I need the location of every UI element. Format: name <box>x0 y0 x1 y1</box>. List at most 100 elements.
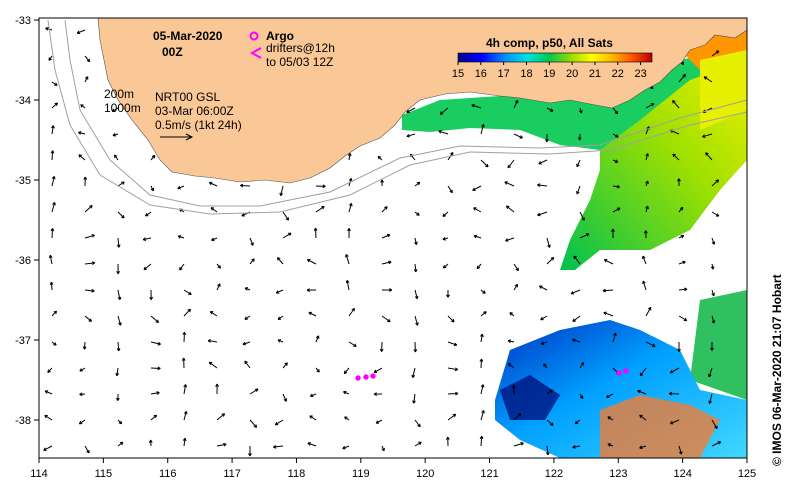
current-arrow <box>117 181 125 187</box>
current-arrow <box>602 288 614 293</box>
current-arrow <box>480 410 485 421</box>
current-arrow <box>576 185 581 195</box>
current-arrow <box>572 338 581 343</box>
current-arrow <box>572 445 581 449</box>
colorbar-tick-label: 19 <box>543 68 555 80</box>
current-arrow <box>603 259 614 265</box>
drifter-tracks <box>355 368 629 381</box>
current-arrow <box>545 445 550 456</box>
current-arrow <box>414 211 420 216</box>
colorbar-tick-label: 17 <box>498 68 510 80</box>
current-arrow <box>183 384 188 395</box>
analysis-product: NRT00 GSL <box>155 90 220 104</box>
imos-credit: © IMOS 06-Mar-2020 21:07 Hobart <box>770 274 784 466</box>
colorbar-title: 4h comp, p50, All Sats <box>486 36 613 50</box>
current-arrow <box>306 258 317 265</box>
current-arrow <box>414 237 418 245</box>
current-arrow <box>84 205 93 213</box>
current-arrow <box>143 263 152 271</box>
current-arrow <box>540 341 548 345</box>
contour-1000m <box>47 19 747 215</box>
current-arrow <box>572 315 581 323</box>
current-arrow <box>677 178 681 187</box>
current-arrow <box>711 179 720 187</box>
current-arrow <box>507 159 515 169</box>
current-arrow <box>669 419 680 425</box>
current-arrow <box>48 254 53 265</box>
current-arrow <box>645 103 655 109</box>
current-arrow <box>606 393 614 398</box>
current-arrow <box>480 289 486 294</box>
current-arrow <box>50 228 55 239</box>
current-arrow <box>84 288 95 293</box>
current-arrow <box>84 315 92 322</box>
current-arrow <box>639 445 647 450</box>
current-arrow <box>537 183 548 188</box>
current-arrow <box>480 384 485 395</box>
current-arrow <box>84 445 90 454</box>
current-arrow <box>345 254 350 265</box>
current-arrow <box>282 211 290 221</box>
drifters-to-label: to 05/03 12Z <box>266 55 333 69</box>
current-arrow <box>710 263 715 270</box>
current-arrow <box>150 315 160 323</box>
current-arrow <box>277 315 284 321</box>
current-arrow <box>471 103 482 109</box>
current-arrow <box>507 339 515 343</box>
current-arrow <box>249 237 254 246</box>
current-arrow <box>645 153 649 161</box>
lon-tick-label: 119 <box>352 468 370 480</box>
sst-patch-northeast-yellow <box>700 50 747 130</box>
current-arrow <box>678 287 688 292</box>
current-arrow <box>545 133 549 143</box>
colorbar-tick-label: 16 <box>475 68 487 80</box>
current-arrow <box>513 283 519 291</box>
current-arrow <box>639 414 647 421</box>
current-arrow <box>84 76 89 83</box>
current-arrow <box>480 311 487 317</box>
sst-patch-southeast-green <box>690 290 747 400</box>
lon-tick-label: 118 <box>288 468 306 480</box>
current-arrow <box>240 183 251 188</box>
current-arrow <box>677 341 681 352</box>
current-arrow <box>406 133 416 138</box>
current-arrow <box>244 360 251 369</box>
current-arrow <box>273 445 284 449</box>
current-arrow <box>50 150 55 161</box>
current-arrow <box>177 235 185 239</box>
current-arrow <box>84 55 91 63</box>
current-arrow <box>207 339 218 343</box>
colorbar-tick-label: 22 <box>612 68 624 80</box>
current-arrow <box>612 184 620 189</box>
drifters-label: drifters@12h <box>266 41 335 55</box>
current-arrow <box>577 133 582 141</box>
current-arrow <box>447 185 453 194</box>
current-arrow <box>678 315 688 322</box>
current-arrow <box>150 391 160 395</box>
current-arrow <box>315 335 320 343</box>
current-arrow <box>538 159 548 165</box>
current-arrow <box>116 341 121 352</box>
current-arrow <box>480 159 489 168</box>
current-arrow <box>150 414 158 421</box>
current-arrow <box>45 27 53 31</box>
current-arrow <box>80 104 86 109</box>
current-arrow <box>315 367 320 373</box>
current-arrow <box>472 185 482 191</box>
current-arrow <box>668 391 680 396</box>
current-arrow <box>438 130 449 135</box>
current-arrow <box>215 383 219 395</box>
current-arrow <box>381 315 391 323</box>
colorbar-ticks: 15 16 17 18 19 20 21 22 23 <box>452 62 647 80</box>
current-arrow <box>309 415 317 421</box>
current-arrow <box>708 393 713 404</box>
current-arrow <box>579 107 583 114</box>
sst-patch-south-deep <box>500 375 560 420</box>
current-arrow <box>179 263 185 271</box>
current-arrow <box>348 307 355 317</box>
current-arrow <box>345 279 350 291</box>
current-arrow <box>612 133 619 138</box>
colorbar-tick-label: 21 <box>589 68 601 80</box>
current-arrow <box>612 332 617 343</box>
